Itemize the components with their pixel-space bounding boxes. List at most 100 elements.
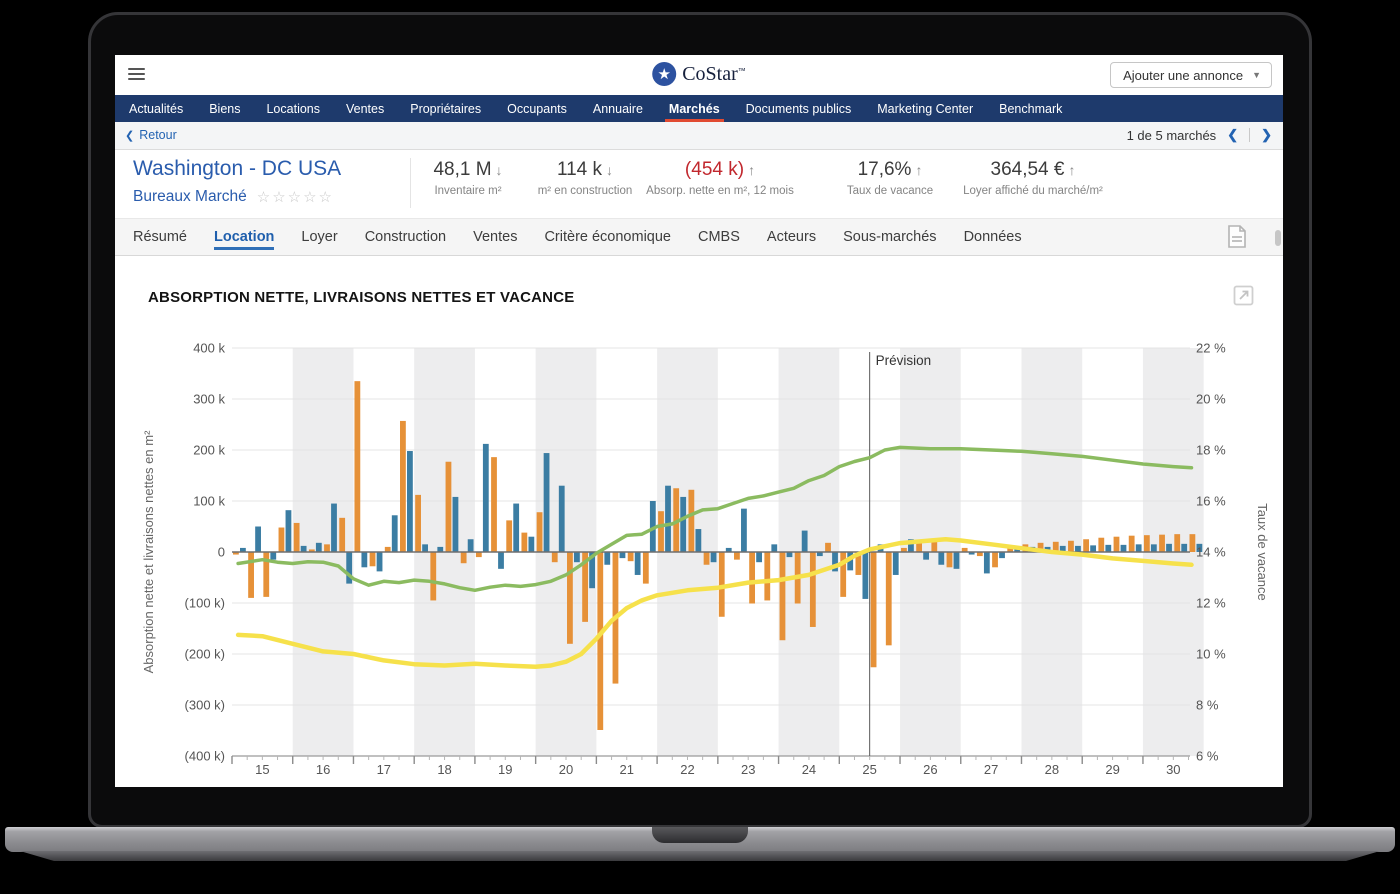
nav-item-marketing-center[interactable]: Marketing Center bbox=[877, 101, 974, 116]
bars-livraisons-nettes bbox=[233, 381, 1196, 730]
arrow-down-icon: ↓ bbox=[606, 162, 614, 178]
y-left-axis-title: Absorption nette et livraisons nettes en… bbox=[141, 430, 156, 673]
nav-item-occupants[interactable]: Occupants bbox=[507, 101, 567, 116]
market-title[interactable]: Washington - DC USA bbox=[133, 157, 342, 180]
svg-text:22 %: 22 % bbox=[1196, 341, 1226, 356]
tab-loyer[interactable]: Loyer bbox=[301, 229, 338, 245]
scrollbar-thumb[interactable] bbox=[1275, 230, 1281, 246]
pager-next-icon[interactable]: ❯ bbox=[1261, 127, 1272, 142]
svg-text:18: 18 bbox=[437, 762, 451, 777]
line-taux-de-vacance-ligne-verte bbox=[236, 445, 1194, 593]
svg-text:22: 22 bbox=[680, 762, 694, 777]
costar-logo-icon: ★ bbox=[652, 62, 677, 86]
nav-item-propri-taires[interactable]: Propriétaires bbox=[410, 101, 482, 116]
tab-donn-es[interactable]: Données bbox=[963, 229, 1022, 245]
svg-text:28: 28 bbox=[1045, 762, 1059, 777]
stat-value: 364,54 € bbox=[990, 159, 1065, 180]
svg-text:16: 16 bbox=[316, 762, 330, 777]
star-icon[interactable]: ☆ bbox=[318, 189, 334, 206]
back-label: Retour bbox=[139, 128, 177, 142]
nav-item-annuaire[interactable]: Annuaire bbox=[592, 101, 643, 116]
document-icon[interactable] bbox=[1227, 225, 1247, 249]
stat-loyer-affich-du-march-m: 364,54 € ↑ Loyer affiché du marché/m² bbox=[938, 159, 1128, 197]
pager-text: 1 de 5 marchés bbox=[1126, 127, 1217, 143]
top-bar: ★ CoStar™ Ajouter une annonce ▼ bbox=[115, 55, 1283, 95]
chevron-left-icon: ❮ bbox=[125, 129, 135, 142]
market-pager: 1 de 5 marchés ❮ ❯ bbox=[1127, 127, 1275, 143]
arrow-down-icon: ↓ bbox=[495, 162, 503, 178]
nav-item-actualit-s[interactable]: Actualités bbox=[129, 101, 184, 116]
costar-logo[interactable]: ★ CoStar™ bbox=[652, 62, 746, 86]
header-divider bbox=[410, 158, 411, 208]
tab-crit-re-conomique[interactable]: Critère économique bbox=[544, 229, 671, 245]
absorption-vacancy-chart: 15 16 17 18 19 20 21 22 23 24 25 26 27 28 29 30 400 k 300… bbox=[141, 341, 1270, 778]
market-subtitle[interactable]: Bureaux Marché bbox=[133, 188, 247, 205]
chart-title: ABSORPTION NETTE, LIVRAISONS NETTES ET V… bbox=[148, 289, 575, 306]
star-icon[interactable]: ☆ bbox=[287, 189, 304, 206]
add-listing-button[interactable]: Ajouter une annonce ▼ bbox=[1110, 62, 1272, 88]
tab-acteurs[interactable]: Acteurs bbox=[766, 229, 817, 245]
stat-m-en-construction: 114 k ↓ m² en construction bbox=[520, 159, 650, 197]
svg-text:8 %: 8 % bbox=[1196, 698, 1219, 713]
svg-text:300 k: 300 k bbox=[193, 392, 225, 407]
nav-item-march-s[interactable]: Marchés bbox=[656, 95, 733, 122]
svg-text:14 %: 14 % bbox=[1196, 545, 1226, 560]
expand-icon[interactable] bbox=[1233, 285, 1254, 306]
arrow-up-icon: ↑ bbox=[748, 162, 756, 178]
forecast-label: Prévision bbox=[876, 353, 932, 368]
stat-value: (454 k) bbox=[684, 159, 745, 180]
breadcrumb-bar: ❮ Retour 1 de 5 marchés ❮ ❯ bbox=[115, 122, 1283, 150]
svg-text:0: 0 bbox=[218, 545, 225, 560]
stat-value: 48,1 M bbox=[433, 159, 492, 180]
stat-label: m² en construction bbox=[537, 185, 633, 197]
svg-text:16 %: 16 % bbox=[1196, 494, 1226, 509]
caret-down-icon: ▼ bbox=[1252, 70, 1261, 80]
market-subtitle-row: Bureaux Marché ☆☆☆☆☆ bbox=[133, 188, 334, 206]
stat-label: Loyer affiché du marché/m² bbox=[963, 185, 1103, 197]
svg-text:19: 19 bbox=[498, 762, 512, 777]
svg-text:(300 k): (300 k) bbox=[185, 698, 225, 713]
svg-text:15: 15 bbox=[255, 762, 269, 777]
stat-absorp-nette-en-m-12-mois: (454 k) ↑ Absorp. nette en m², 12 mois bbox=[625, 159, 815, 197]
nav-item-locations[interactable]: Locations bbox=[266, 101, 320, 116]
star-icon[interactable]: ☆ bbox=[272, 189, 288, 206]
arrow-up-icon: ↑ bbox=[1068, 162, 1076, 178]
svg-text:(200 k): (200 k) bbox=[185, 647, 225, 662]
y-left-labels: 400 k 300 k 200 k 100 k 0 (100 k) (200 k) (300 … bbox=[185, 341, 226, 764]
pager-prev-icon[interactable]: ❮ bbox=[1227, 127, 1239, 142]
tab-r-sum[interactable]: Résumé bbox=[133, 229, 187, 245]
trademark-symbol: ™ bbox=[737, 66, 746, 76]
tab-location[interactable]: Location bbox=[214, 219, 275, 255]
tab-construction[interactable]: Construction bbox=[364, 229, 447, 245]
svg-text:6 %: 6 % bbox=[1196, 749, 1219, 764]
nav-item-ventes[interactable]: Ventes bbox=[346, 101, 385, 116]
hamburger-menu-icon[interactable] bbox=[128, 68, 145, 81]
svg-text:20 %: 20 % bbox=[1196, 392, 1226, 407]
navbar: Actualités Biens Locations Ventes Propriétai… bbox=[115, 95, 1283, 122]
nav-item-benchmark[interactable]: Benchmark bbox=[999, 101, 1063, 116]
back-link[interactable]: ❮ Retour bbox=[125, 128, 177, 142]
svg-text:10 %: 10 % bbox=[1196, 647, 1226, 662]
svg-text:17: 17 bbox=[377, 762, 391, 777]
tab-cmbs[interactable]: CMBS bbox=[698, 229, 740, 245]
pager-divider bbox=[1249, 128, 1251, 142]
tab-sous-march-s[interactable]: Sous-marchés bbox=[843, 229, 937, 245]
svg-text:400 k: 400 k bbox=[193, 341, 225, 356]
star-icon[interactable]: ☆ bbox=[303, 189, 319, 206]
nav-item-biens[interactable]: Biens bbox=[209, 101, 241, 116]
svg-text:25: 25 bbox=[862, 762, 876, 777]
laptop-base-lip bbox=[20, 851, 1380, 861]
svg-text:20: 20 bbox=[559, 762, 573, 777]
x-axis-labels: 15 16 17 18 19 20 21 22 23 24 25 26 27 28 29 30 bbox=[255, 762, 1180, 777]
svg-text:26: 26 bbox=[923, 762, 937, 777]
star-icon[interactable]: ☆ bbox=[256, 189, 273, 206]
star-rating[interactable]: ☆☆☆☆☆ bbox=[257, 188, 334, 206]
stat-label: Inventaire m² bbox=[434, 185, 502, 197]
tab-ventes[interactable]: Ventes bbox=[473, 229, 518, 245]
line-taux-de-vacance-ligne-jaune bbox=[235, 537, 1194, 670]
arrow-up-icon: ↑ bbox=[915, 162, 923, 178]
svg-text:24: 24 bbox=[802, 762, 816, 777]
nav-item-documents-publics[interactable]: Documents publics bbox=[745, 101, 852, 116]
y-right-labels: 22 % 20 % 18 % 16 % 14 % 12 % 10 % 8 % 6 % bbox=[1196, 341, 1226, 764]
stat-inventaire-m: 48,1 M ↓ Inventaire m² bbox=[408, 159, 528, 197]
